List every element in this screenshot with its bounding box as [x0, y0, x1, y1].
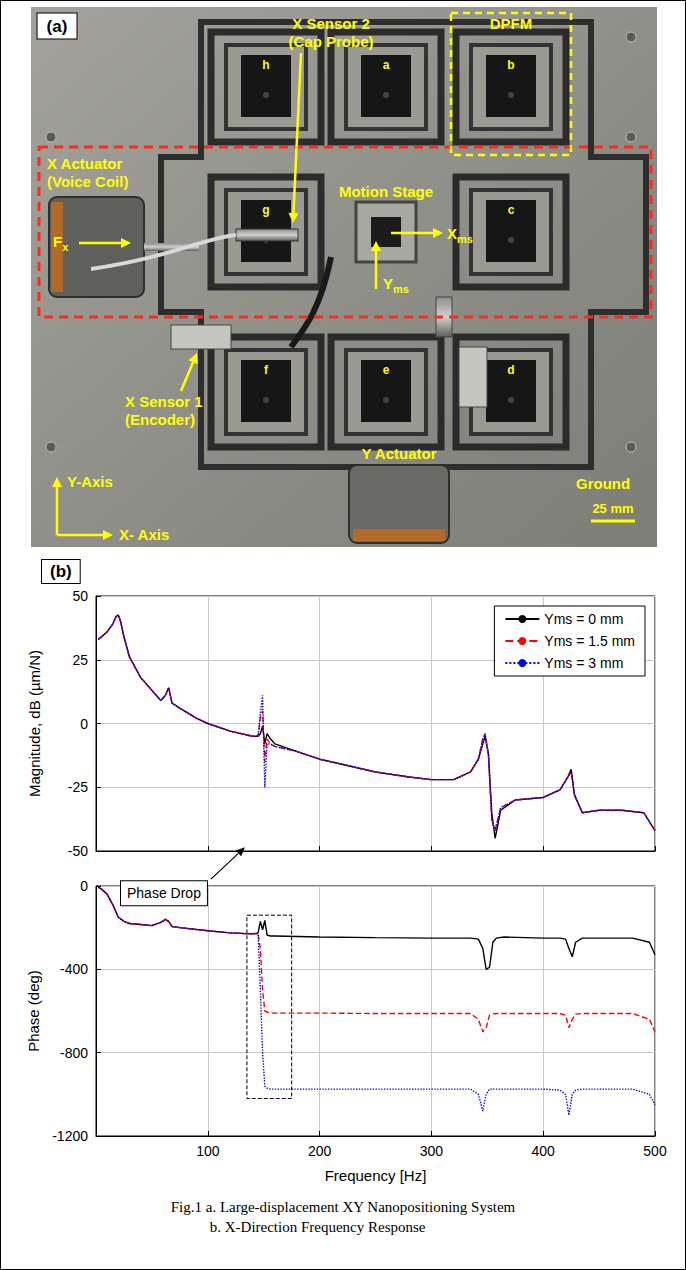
svg-text:-50: -50 [68, 843, 88, 859]
svg-text:Yms = 1.5 mm: Yms = 1.5 mm [544, 633, 635, 649]
svg-text:e: e [383, 363, 390, 377]
svg-text:300: 300 [420, 1143, 444, 1159]
svg-text:g: g [262, 203, 269, 217]
svg-text:Y Actuator: Y Actuator [361, 445, 436, 462]
svg-text:b: b [507, 58, 514, 72]
svg-text:-800: -800 [60, 1045, 88, 1061]
svg-text:X Sensor 1: X Sensor 1 [125, 393, 203, 410]
svg-text:Yms: Yms [383, 275, 409, 295]
svg-text:-25: -25 [68, 779, 88, 795]
svg-text:(b): (b) [50, 562, 72, 581]
svg-text:(Voice Coil): (Voice Coil) [47, 173, 128, 190]
svg-text:200: 200 [308, 1143, 332, 1159]
html-text:Fig.1 a. Large-displacement XY: Fig.1 a. Large-displacement XY Nanoposit… [170, 1199, 516, 1215]
svg-text:(Encoder): (Encoder) [125, 411, 195, 428]
svg-text:25 mm: 25 mm [592, 501, 633, 516]
svg-text:Phase (deg): Phase (deg) [25, 970, 42, 1052]
svg-text:X Actuator: X Actuator [47, 155, 122, 172]
svg-text:(a): (a) [47, 17, 68, 36]
svg-text:0: 0 [80, 878, 88, 894]
svg-text:400: 400 [532, 1143, 556, 1159]
svg-text:-1200: -1200 [52, 1128, 88, 1144]
svg-text:Xms: Xms [447, 225, 473, 245]
svg-text:Frequency [Hz]: Frequency [Hz] [325, 1167, 427, 1184]
svg-text:Yms = 0 mm: Yms = 0 mm [544, 611, 623, 627]
svg-text:f: f [264, 363, 269, 377]
svg-text:Yms = 3 mm: Yms = 3 mm [544, 655, 623, 671]
svg-text:(Cap Probe): (Cap Probe) [288, 33, 373, 50]
svg-text:100: 100 [196, 1143, 220, 1159]
svg-text:X- Axis: X- Axis [119, 526, 169, 543]
svg-text:500: 500 [643, 1143, 667, 1159]
svg-text:c: c [508, 203, 515, 217]
html-text:b. X-Direction Frequency Respo: b. X-Direction Frequency Response [209, 1219, 426, 1235]
svg-text:h: h [262, 58, 269, 72]
svg-text:Motion Stage: Motion Stage [339, 183, 433, 200]
svg-text:Y-Axis: Y-Axis [67, 473, 113, 490]
svg-text:-400: -400 [60, 961, 88, 977]
svg-text:25: 25 [72, 652, 88, 668]
svg-text:Phase Drop: Phase Drop [127, 885, 201, 901]
svg-text:DPFM: DPFM [490, 15, 533, 32]
svg-text:Ground: Ground [576, 475, 630, 492]
svg-text:X Sensor 2: X Sensor 2 [292, 15, 370, 32]
svg-text:Fx: Fx [53, 233, 69, 253]
svg-text:0: 0 [80, 716, 88, 732]
svg-text:Magnitude, dB (µm/N): Magnitude, dB (µm/N) [26, 650, 43, 797]
svg-text:d: d [507, 363, 514, 377]
svg-text:50: 50 [72, 588, 88, 604]
svg-text:a: a [383, 58, 390, 72]
